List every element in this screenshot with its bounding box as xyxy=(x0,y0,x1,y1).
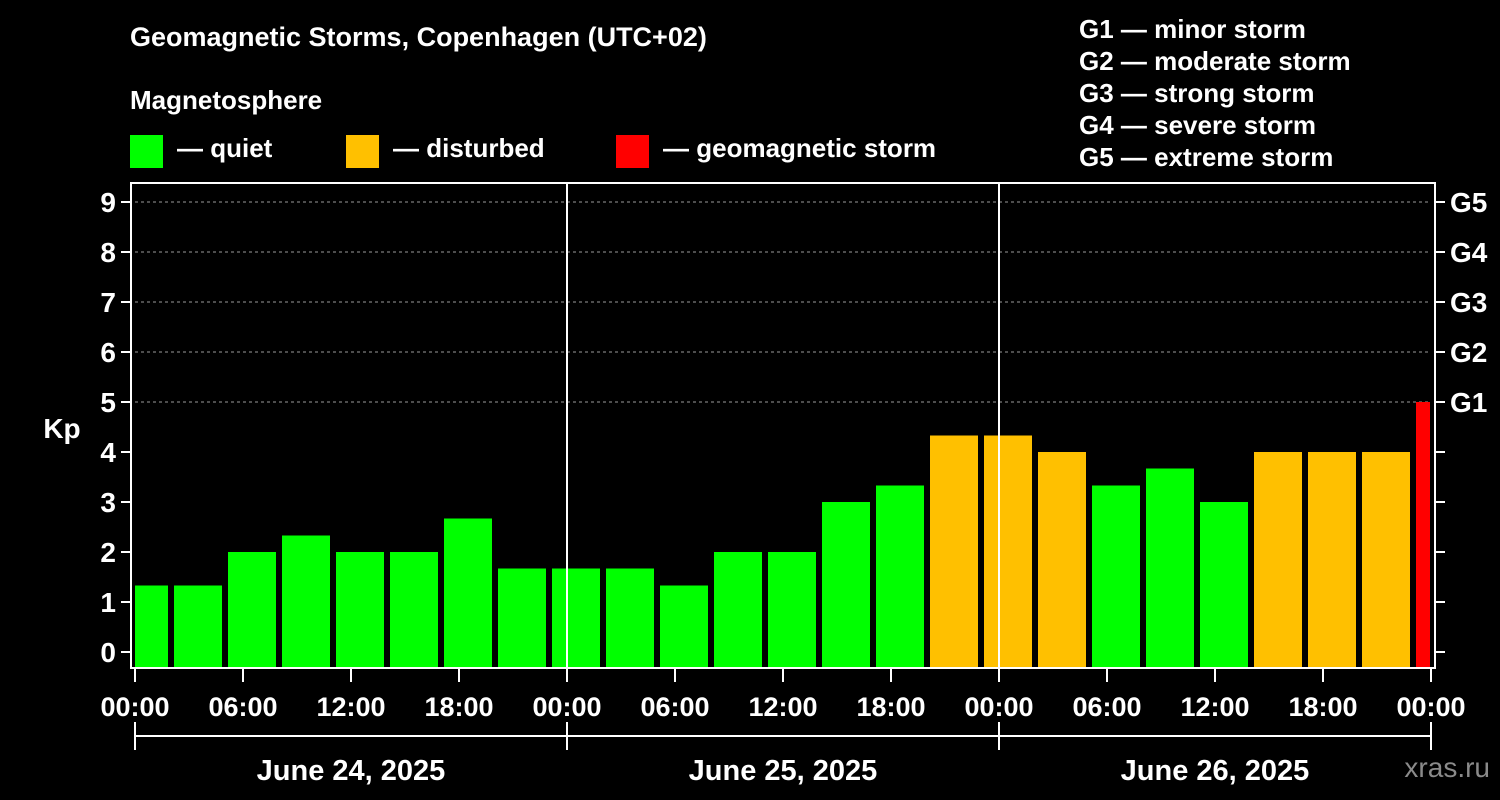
kp-bar-12 xyxy=(714,552,762,668)
y-tick-label-8: 8 xyxy=(100,237,116,268)
kp-bar-18 xyxy=(1038,452,1086,668)
kp-bar-14 xyxy=(822,502,870,668)
kp-bar-22 xyxy=(1254,452,1302,668)
y-tick-label-7: 7 xyxy=(100,287,116,318)
kp-bar-11 xyxy=(660,585,708,668)
grid-layer xyxy=(135,201,1431,403)
y-tick-label-2: 2 xyxy=(100,537,116,568)
kp-bar-3 xyxy=(228,552,276,668)
kp-bar-16 xyxy=(930,435,978,668)
x-tick-label-1: 06:00 xyxy=(208,692,277,722)
x-tick-label-0: 00:00 xyxy=(100,692,169,722)
legend-swatch-disturbed xyxy=(346,135,379,168)
y-tick-label-5: 5 xyxy=(100,387,116,418)
legend-swatch-quiet xyxy=(130,135,163,168)
kp-bar-5 xyxy=(336,552,384,668)
day-label-1: June 24, 2025 xyxy=(257,755,446,787)
g-tick-label-g1: G1 xyxy=(1450,387,1487,418)
axis-layer: 0 1 2 3 4 5 6 7 8 9 G1 G2 G3 G4 G5 00:00 06:00 12:00 18:00… xyxy=(100,182,1488,787)
legend-label-quiet: — quiet xyxy=(177,133,273,163)
kp-bar-4 xyxy=(282,535,330,668)
kp-bar-19 xyxy=(1092,485,1140,668)
kp-bar-9 xyxy=(552,568,600,668)
y-tick-label-0: 0 xyxy=(100,637,116,668)
kp-bar-7 xyxy=(444,518,492,668)
kp-bar-17 xyxy=(984,435,1032,668)
day-label-3: June 26, 2025 xyxy=(1121,755,1310,787)
kp-bar-23 xyxy=(1308,452,1356,668)
storm-scale-g2: G2 — moderate storm xyxy=(1079,46,1351,76)
kp-bar-20 xyxy=(1146,468,1194,668)
bar-layer xyxy=(135,402,1430,668)
g-tick-label-g3: G3 xyxy=(1450,287,1487,318)
x-tick-label-12: 00:00 xyxy=(1396,692,1465,722)
g-tick-label-g5: G5 xyxy=(1450,187,1487,218)
kp-bar-25 xyxy=(1416,402,1430,668)
kp-bar-8 xyxy=(498,568,546,668)
legend-label-disturbed: — disturbed xyxy=(393,133,545,163)
legend-swatch-storm xyxy=(616,135,649,168)
storm-scale-g3: G3 — strong storm xyxy=(1079,78,1315,108)
kp-bar-21 xyxy=(1200,502,1248,668)
x-tick-label-2: 12:00 xyxy=(316,692,385,722)
x-tick-label-3: 18:00 xyxy=(424,692,493,722)
x-tick-label-6: 12:00 xyxy=(748,692,817,722)
watermark: xras.ru xyxy=(1404,752,1490,783)
y-tick-label-1: 1 xyxy=(100,587,116,618)
x-tick-label-11: 18:00 xyxy=(1288,692,1357,722)
kp-bar-2 xyxy=(174,585,222,668)
y-tick-label-4: 4 xyxy=(100,437,116,468)
y-tick-label-3: 3 xyxy=(100,487,116,518)
kp-bar-6 xyxy=(390,552,438,668)
y-tick-label-9: 9 xyxy=(100,187,116,218)
g-tick-label-g4: G4 xyxy=(1450,237,1488,268)
storm-scale-g5: G5 — extreme storm xyxy=(1079,142,1334,172)
kp-bar-10 xyxy=(606,568,654,668)
x-tick-label-5: 06:00 xyxy=(640,692,709,722)
chart-title: Geomagnetic Storms, Copenhagen (UTC+02) xyxy=(130,22,707,52)
storm-scale-g4: G4 — severe storm xyxy=(1079,110,1317,140)
x-tick-label-9: 06:00 xyxy=(1072,692,1141,722)
y-tick-label-6: 6 xyxy=(100,337,116,368)
g-tick-label-g2: G2 xyxy=(1450,337,1487,368)
kp-bar-1 xyxy=(135,585,168,668)
magnetosphere-heading: Magnetosphere xyxy=(130,85,323,115)
y-axis-label: Kp xyxy=(43,413,80,444)
x-tick-label-4: 00:00 xyxy=(532,692,601,722)
day-label-2: June 25, 2025 xyxy=(689,755,878,787)
storm-scale-g1: G1 — minor storm xyxy=(1079,14,1306,44)
legend-label-storm: — geomagnetic storm xyxy=(663,133,937,163)
x-tick-label-8: 00:00 xyxy=(964,692,1033,722)
x-tick-label-10: 12:00 xyxy=(1180,692,1249,722)
kp-bar-15 xyxy=(876,485,924,668)
x-tick-label-7: 18:00 xyxy=(856,692,925,722)
kp-bar-24 xyxy=(1362,452,1410,668)
kp-bar-13 xyxy=(768,552,816,668)
